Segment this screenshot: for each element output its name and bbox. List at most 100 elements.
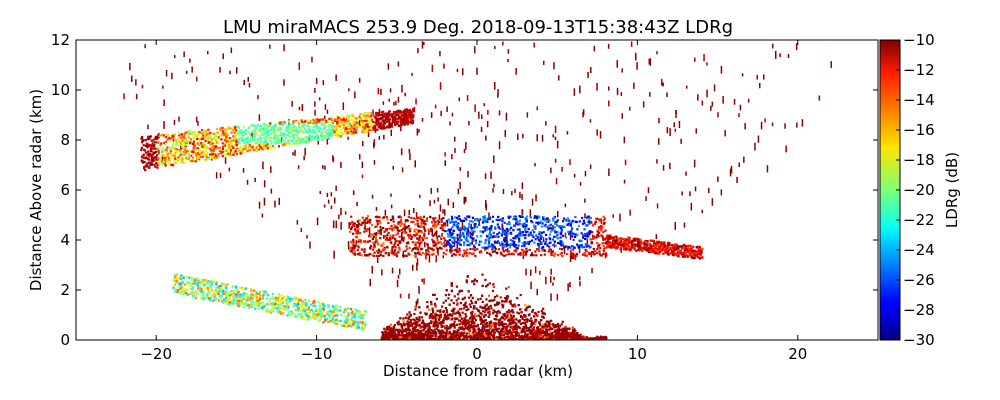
ldr-pixel [143,167,146,170]
ldr-pixel [504,238,507,241]
ldr-pixel [355,131,358,134]
ldr-pixel [504,239,507,242]
ldr-pixel [608,236,611,239]
ldr-pixel [377,112,380,115]
ldr-pixel [398,248,401,251]
ldr-pixel [602,253,605,256]
noise-speckle [485,135,487,141]
ldr-pixel [292,123,295,126]
ldr-pixel [517,253,520,256]
noise-speckle [830,61,832,68]
ldr-pixel [275,298,278,301]
ldr-pixel [661,248,664,251]
ldr-pixel [506,222,509,226]
noise-speckle [554,125,557,134]
ldr-pixel [229,149,232,152]
ldr-pixel [413,228,416,231]
noise-speckle [373,160,376,165]
ldr-pixel [633,248,636,251]
ldr-pixel [191,133,194,137]
ldr-pixel [333,127,336,130]
noise-speckle [685,171,687,176]
noise-speckle [478,111,480,119]
ldr-pixel [408,121,411,124]
ldr-pixel [700,250,703,253]
ldr-pixel [525,253,528,256]
ldr-pixel [141,141,144,144]
ldr-pixel [282,307,286,310]
ldr-pixel [343,323,346,326]
ldr-pixel [323,317,326,320]
ldr-pixel [626,244,629,247]
ldr-pixel [406,120,409,123]
ldr-pixel [463,241,466,244]
ldr-pixel [694,251,697,254]
ldr-pixel [672,252,675,255]
ldr-pixel [560,251,563,254]
ldr-pixel [150,160,153,163]
ldr-pixel [217,155,220,158]
noise-speckle [662,82,664,87]
ldr-pixel [319,121,322,125]
noise-speckle [562,244,565,249]
ldr-pixel [268,310,271,313]
noise-speckle [483,103,485,107]
ldr-pixel [380,121,383,124]
ldr-pixel [556,219,559,222]
noise-speckle [333,250,335,259]
noise-speckle [269,44,271,49]
ldr-pixel [169,150,173,153]
ldr-pixel [203,134,206,137]
noise-speckle [694,186,697,192]
ldr-pixel [196,143,199,146]
ldr-pixel [395,233,398,236]
ldr-pixel [586,232,589,235]
ldr-pixel [230,131,233,134]
ldr-pixel [364,254,367,257]
ldr-pixel [470,236,473,239]
ldr-pixel [533,231,536,234]
ldr-pixel [360,321,363,324]
ldr-pixel [571,245,574,248]
ldr-pixel [262,301,265,304]
ldr-pixel [161,154,164,157]
ldr-pixel [260,128,263,131]
ldr-pixel [287,131,290,134]
ldr-pixel [454,254,457,257]
ldr-pixel [338,118,341,121]
noise-speckle [658,138,660,145]
ldr-pixel [627,238,630,242]
ldr-pixel [486,251,489,254]
ldr-pixel [287,312,291,315]
noise-speckle [760,121,763,130]
ldr-pixel [157,152,161,155]
ldr-pixel [458,228,461,231]
ldr-pixel [345,307,348,311]
ldr-pixel [686,248,689,251]
ldr-pixel [400,229,403,232]
ldr-pixel [658,252,661,255]
ldr-pixel [386,234,389,237]
ldr-pixel [277,141,280,144]
noise-speckle [468,121,470,126]
ldr-pixel [301,307,304,310]
ldr-pixel [232,285,235,288]
ldr-pixel [378,229,381,232]
noise-speckle [243,79,245,85]
ldr-pixel [392,252,395,255]
ldr-pixel [165,140,168,143]
noise-speckle [647,187,650,194]
ldr-pixel [220,287,223,290]
noise-speckle [579,85,581,94]
ldr-pixel [549,230,552,233]
ldr-pixel [291,298,294,301]
ldr-pixel [521,223,524,226]
ldr-pixel [350,226,353,229]
noise-speckle [400,148,403,156]
ldr-pixel [254,132,257,135]
noise-speckle [796,122,798,128]
noise-speckle [292,152,294,156]
noise-speckle [779,53,781,58]
ldr-pixel [554,222,557,225]
ldr-pixel [643,246,646,250]
